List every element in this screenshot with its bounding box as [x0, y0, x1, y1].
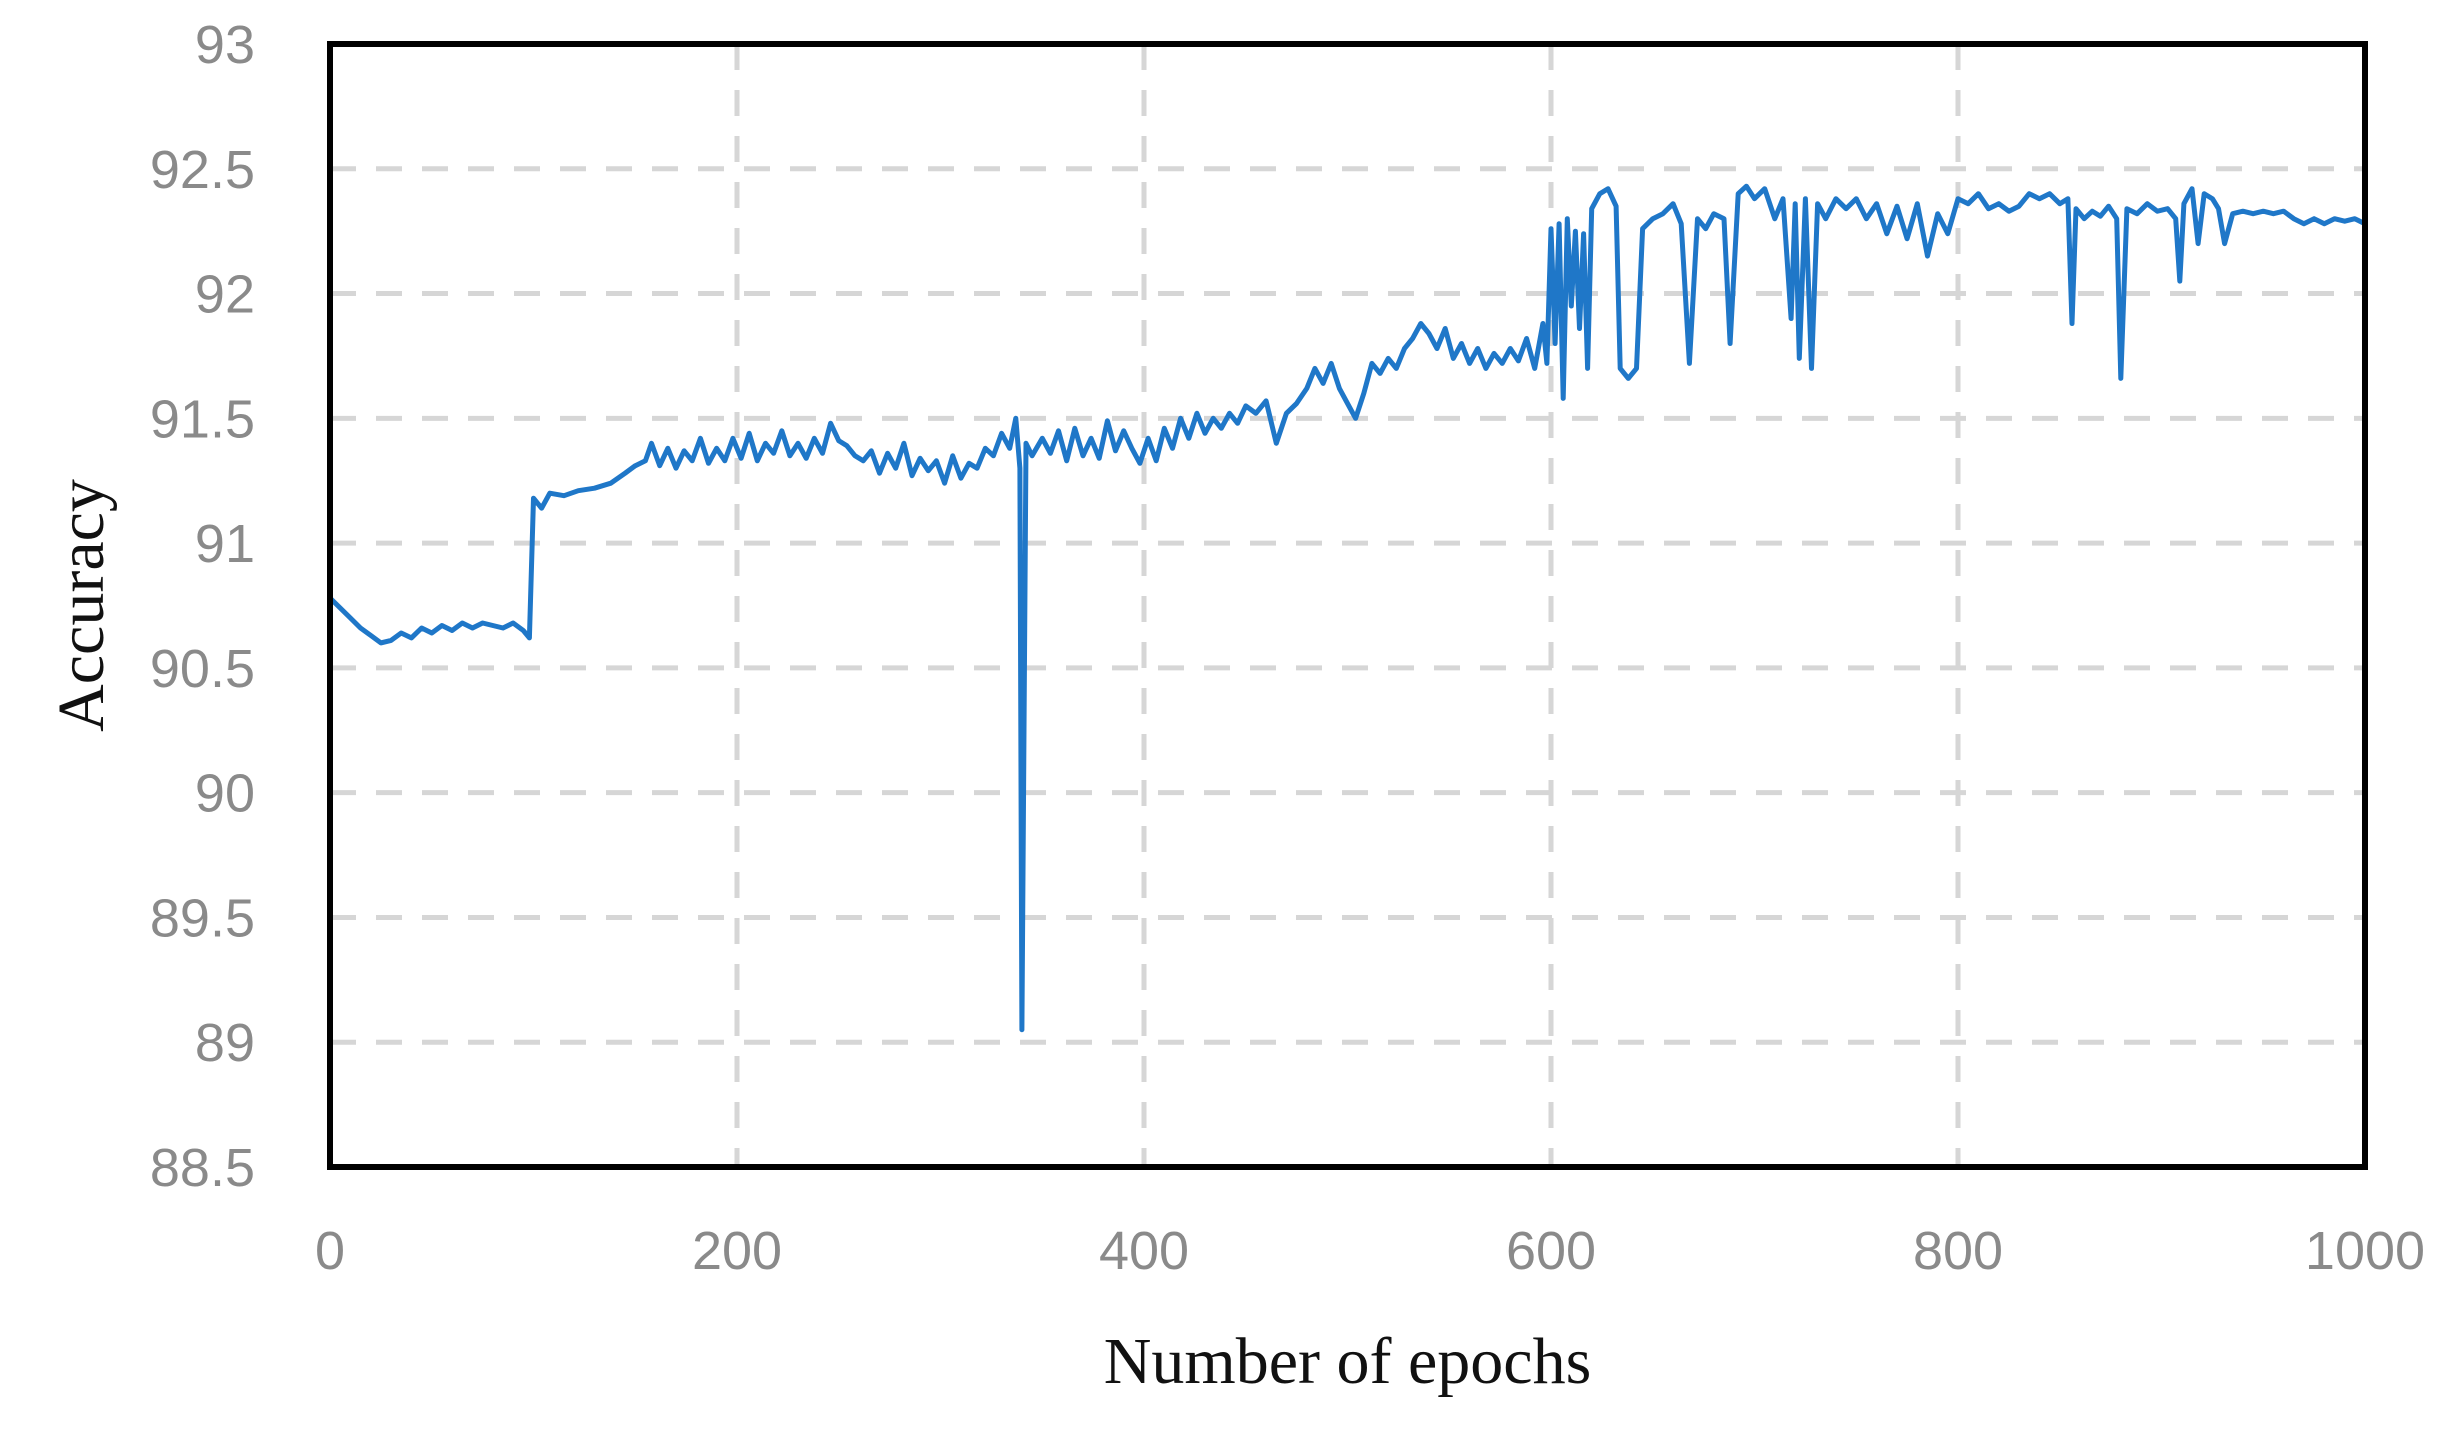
x-tick-label: 600 — [1506, 1221, 1596, 1281]
x-tick-label: 800 — [1913, 1221, 2003, 1281]
x-axis-title: Number of epochs — [1104, 1325, 1592, 1398]
x-tick-label: 0 — [315, 1221, 345, 1281]
y-tick-label: 89 — [195, 1013, 255, 1073]
series-line-0 — [327, 183, 2368, 1033]
y-axis-tick-labels: 88.5 89 89.5 90 90.5 91 91.5 92 92.5 93 — [150, 15, 255, 1198]
y-tick-label: 88.5 — [150, 1138, 255, 1198]
plot-area-border — [327, 41, 2368, 1170]
y-tick-label: 89.5 — [150, 888, 255, 948]
y-axis-title: Accuracy — [45, 479, 118, 732]
y-tick-label: 92.5 — [150, 140, 255, 200]
x-axis-tick-labels: 0 200 400 600 800 1000 — [315, 1221, 2425, 1281]
x-tick-label: 1000 — [2305, 1221, 2425, 1281]
y-tick-label: 91 — [195, 514, 255, 574]
x-tick-label: 200 — [692, 1221, 782, 1281]
y-tick-label: 93 — [195, 15, 255, 75]
x-tick-label: 400 — [1099, 1221, 1189, 1281]
gridlines — [330, 44, 2365, 1167]
y-tick-label: 91.5 — [150, 389, 255, 449]
series-layer — [327, 183, 2368, 1033]
y-tick-label: 92 — [195, 265, 255, 325]
y-tick-label: 90 — [195, 764, 255, 824]
y-tick-label: 90.5 — [150, 639, 255, 699]
